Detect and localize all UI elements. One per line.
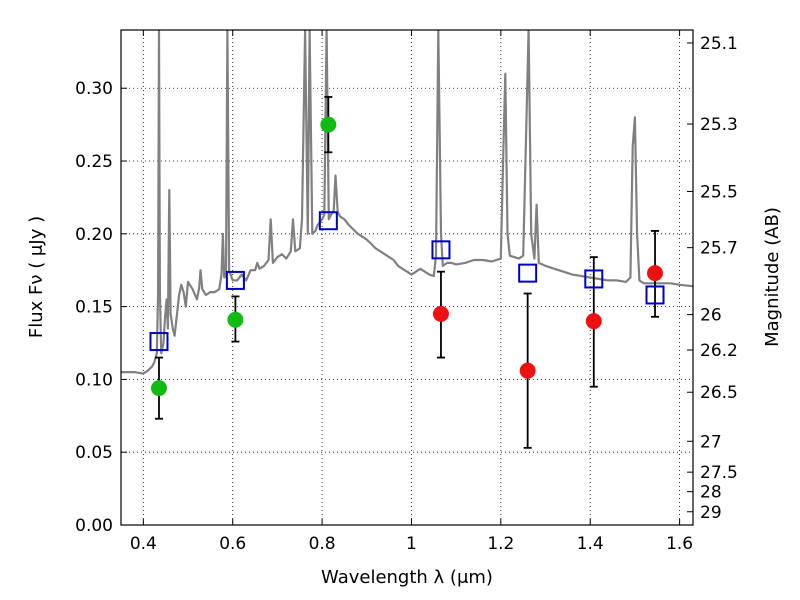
data-point-square [149, 332, 169, 352]
right-tick-label: 29 [700, 503, 722, 523]
data-point-circle [647, 265, 664, 282]
right-tick-label: 27 [700, 432, 722, 452]
data-point-circle [320, 116, 337, 133]
x-tick-label: 1.2 [487, 534, 514, 554]
plot-background [121, 30, 693, 525]
x-tick-label: 1 [406, 534, 417, 554]
data-point-square [318, 211, 338, 231]
right-tick-label: 25.1 [700, 34, 738, 54]
x-tick-label: 0.4 [130, 534, 157, 554]
data-point-circle [585, 313, 602, 330]
data-marks [149, 96, 665, 449]
data-point-circle [519, 362, 536, 379]
y-axis-ticks: 0.00 0.05 0.10 0.15 0.20 0.25 0.30 [75, 79, 127, 536]
x-axis-ticks: 0.4 0.6 0.8 1 1.2 1.4 1.6 [130, 30, 693, 554]
right-tick-label: 28 [700, 483, 722, 503]
right-tick-label: 25.7 [700, 239, 738, 259]
y-tick-label: 0.25 [75, 152, 113, 172]
right-tick-label: 25.3 [700, 115, 738, 135]
data-point-square [431, 240, 451, 260]
x-tick-label: 1.4 [577, 534, 604, 554]
data-point-square [645, 285, 665, 305]
right-tick-label: 26 [700, 306, 722, 326]
right-tick-label: 25.5 [700, 182, 738, 202]
x-axis-title: Wavelength λ (μm) [321, 567, 493, 588]
plot-frame [120, 29, 694, 526]
right-axis-title: Magnitude (AB) [762, 207, 783, 347]
right-tick-label: 26.2 [700, 341, 738, 361]
y-axis-title: Flux Fν ( μJy ) [26, 216, 47, 338]
y-tick-label: 0.00 [75, 516, 113, 536]
right-tick-label: 26.5 [700, 383, 738, 403]
right-tick-label: 27.5 [700, 463, 738, 483]
y-tick-label: 0.10 [75, 370, 113, 390]
data-point-circle [150, 380, 167, 397]
data-point-square [225, 270, 245, 290]
y-tick-label: 0.15 [75, 298, 113, 318]
data-point-square [584, 269, 604, 289]
x-tick-label: 0.6 [219, 534, 246, 554]
data-point-square [518, 263, 538, 283]
y-tick-label: 0.05 [75, 443, 113, 463]
x-tick-label: 0.8 [309, 534, 336, 554]
data-point-circle [227, 311, 244, 328]
x-tick-label: 1.6 [666, 534, 693, 554]
y-tick-label: 0.20 [75, 225, 113, 245]
data-point-circle [432, 305, 449, 322]
y-tick-label: 0.30 [75, 79, 113, 99]
